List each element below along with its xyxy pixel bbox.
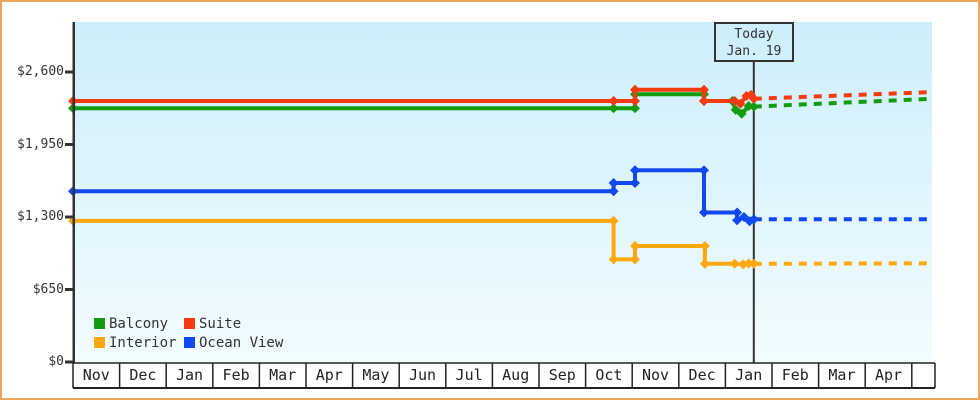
data-point-suite <box>630 96 640 106</box>
x-axis-month-label: Jan <box>735 366 763 384</box>
y-axis-label: $1,300 <box>17 209 64 224</box>
data-point-ocean-view <box>630 178 640 188</box>
x-axis-month-label: Dec <box>688 366 716 384</box>
legend-item-ocean-view: Ocean View <box>184 334 284 351</box>
x-axis-month-label: Jan <box>175 366 204 384</box>
x-axis-month-label: Jul <box>455 366 483 384</box>
y-axis-tick <box>65 143 74 146</box>
data-point-interior <box>699 241 710 251</box>
y-axis-label: $2,600 <box>17 64 64 79</box>
y-axis-tick <box>65 70 74 74</box>
data-point-balcony <box>608 103 619 114</box>
x-axis-month-label: May <box>362 366 390 384</box>
x-axis-month-label: Feb <box>781 366 809 384</box>
data-point-suite <box>699 84 709 95</box>
legend-swatch-suite <box>184 318 195 329</box>
x-axis-month-label: Apr <box>315 366 343 384</box>
data-point-ocean-view <box>732 215 743 226</box>
y-axis-label: $1,950 <box>17 136 64 152</box>
x-axis-month-label: Nov <box>82 366 110 384</box>
x-axis-month-label: Sep <box>548 366 576 384</box>
x-axis-month-label: Mar <box>269 366 297 384</box>
data-point-interior <box>630 254 640 265</box>
data-point-balcony <box>736 108 747 119</box>
legend-label: Ocean View <box>199 334 284 351</box>
data-point-ocean-view <box>699 207 709 218</box>
data-point-suite <box>699 96 709 106</box>
data-point-balcony <box>630 103 640 114</box>
legend-label: Suite <box>199 315 242 332</box>
legend-item-interior: Interior <box>94 334 177 351</box>
data-point-suite <box>608 96 619 106</box>
x-axis-month-label: Dec <box>129 366 157 384</box>
data-point-ocean-view <box>630 165 640 176</box>
x-axis-month-label: Oct <box>595 366 623 384</box>
x-axis-month-label: Jun <box>408 366 437 384</box>
data-point-ocean-view <box>732 207 743 218</box>
data-point-ocean-view <box>608 186 619 197</box>
legend-swatch-ocean-view <box>184 337 195 348</box>
x-axis-month-label: Nov <box>641 366 670 384</box>
data-point-ocean-view <box>748 214 759 225</box>
data-point-interior <box>608 215 619 226</box>
y-axis-tick <box>65 215 74 219</box>
x-axis-month-label: Feb <box>222 366 250 384</box>
data-point-suite <box>735 98 746 109</box>
data-point-interior <box>608 254 619 265</box>
data-point-balcony <box>748 101 759 112</box>
legend-item-suite: Suite <box>184 315 242 332</box>
y-axis-tick <box>65 288 74 291</box>
legend-swatch-balcony <box>94 318 105 329</box>
x-axis-month-label: Aug <box>502 366 530 384</box>
today-date: Jan. 19 <box>726 44 782 59</box>
today-annotation-box: Today Jan. 19 <box>714 22 794 62</box>
legend-swatch-interior <box>94 337 105 348</box>
legend-label: Balcony <box>109 315 169 332</box>
y-axis-line <box>72 22 75 363</box>
y-axis-tick <box>65 360 74 364</box>
x-axis-month-label: Apr <box>874 366 903 384</box>
data-point-interior <box>630 241 640 251</box>
y-axis-label: $0 <box>48 354 64 369</box>
x-axis-month-label: Mar <box>828 366 856 384</box>
data-point-ocean-view <box>699 165 709 176</box>
today-label: Today <box>734 27 774 42</box>
data-point-suite <box>630 84 640 95</box>
data-point-ocean-view <box>608 178 619 188</box>
data-point-suite <box>748 93 759 104</box>
legend-item-balcony: Balcony <box>94 315 169 332</box>
data-point-interior <box>699 258 710 269</box>
legend-label: Interior <box>109 334 177 351</box>
y-axis-label: $650 <box>32 281 64 297</box>
data-point-interior <box>748 258 759 269</box>
data-point-interior <box>729 258 740 269</box>
